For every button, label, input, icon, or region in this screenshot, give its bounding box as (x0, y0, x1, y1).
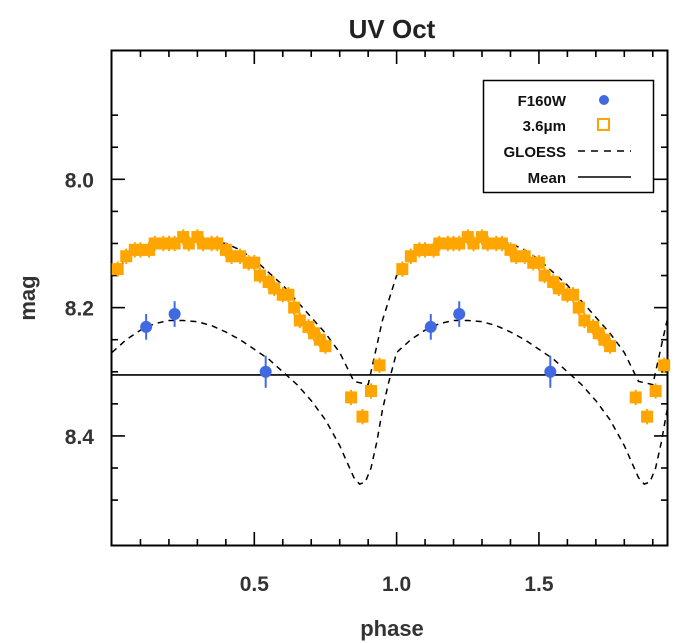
plot-frame (110, 49, 669, 547)
irac-point (111, 263, 124, 276)
irac-point (629, 391, 642, 404)
y-tick-label: 8.4 (65, 426, 95, 449)
legend-marker-3p6 (597, 118, 610, 131)
irac-point (345, 391, 358, 404)
irac-point (572, 301, 585, 314)
irac-point (365, 385, 377, 398)
gloess-curve (111, 319, 668, 485)
irac-point (373, 359, 386, 372)
x-tick-label: 1.0 (382, 573, 411, 596)
y-tick-labels: 8.0 8.2 8.4 (65, 169, 95, 449)
f160w-point (140, 320, 153, 333)
irac-point (396, 263, 409, 276)
f160w-points (140, 301, 557, 388)
legend: F160W 3.6μm GLOESS Mean (482, 79, 655, 194)
axis-ticks (112, 51, 667, 545)
y-tick-label: 8.2 (65, 298, 94, 321)
f160w-point (259, 365, 272, 378)
irac-3p6-points (111, 229, 671, 425)
x-tick-label: 1.5 (524, 573, 554, 596)
irac-point (288, 301, 301, 314)
irac-point (510, 250, 523, 263)
legend-label-f160w: F160W (518, 93, 567, 110)
irac-point (282, 288, 295, 301)
irac-point (604, 340, 617, 353)
f160w-point (168, 308, 181, 321)
y-tick-label: 8.0 (65, 169, 94, 192)
x-tick-labels: 0.5 1.0 1.5 (240, 573, 554, 596)
f160w-point (424, 320, 437, 333)
irac-point (356, 410, 369, 423)
irac-point (641, 410, 654, 423)
legend-label-3p6: 3.6μm (523, 118, 566, 135)
legend-label-mean: Mean (528, 170, 566, 187)
chart-title: UV Oct (349, 14, 436, 44)
irac-point (248, 256, 261, 269)
irac-point (319, 340, 332, 353)
y-axis-label: mag (15, 275, 40, 320)
irac-point (658, 359, 671, 372)
x-tick-label: 0.5 (240, 573, 270, 596)
gloess-curves (111, 239, 668, 485)
irac-point (649, 385, 662, 398)
f160w-point (453, 308, 466, 321)
irac-point (532, 256, 545, 269)
legend-label-gloess: GLOESS (503, 144, 566, 161)
x-axis-label: phase (360, 616, 424, 641)
f160w-point (544, 365, 557, 378)
irac-point (567, 288, 580, 301)
legend-marker-f160w (599, 95, 609, 105)
legend-box (482, 79, 655, 194)
